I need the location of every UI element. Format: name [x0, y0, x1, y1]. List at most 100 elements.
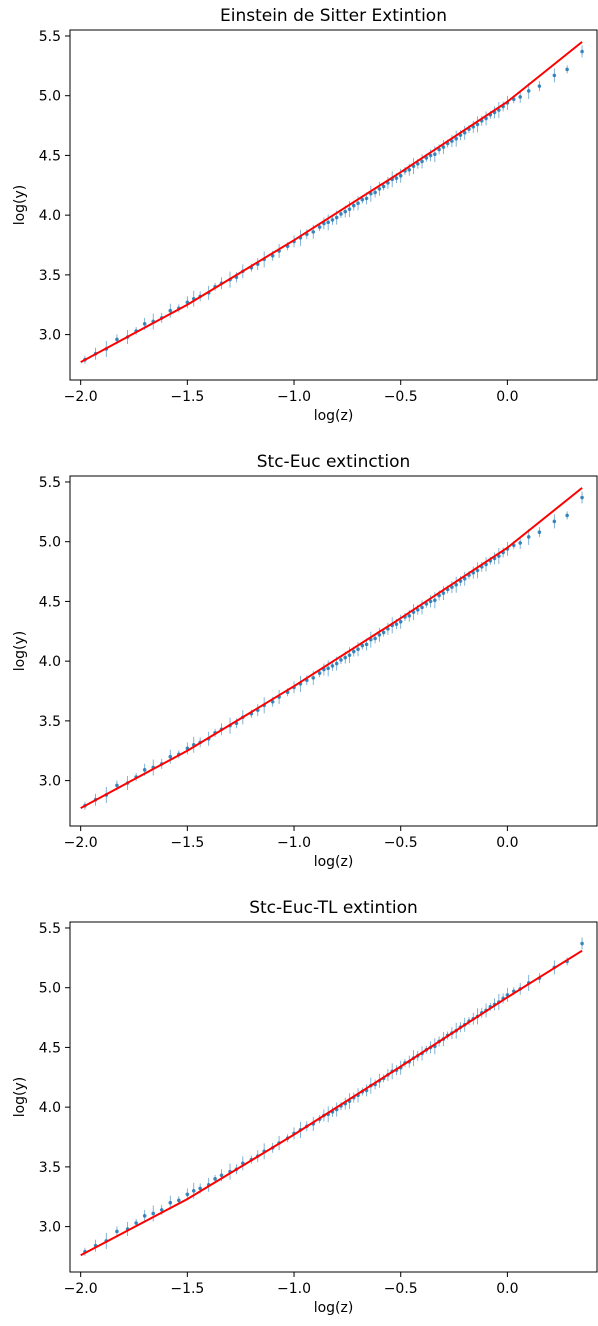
data-point	[526, 89, 531, 93]
data-point	[360, 643, 365, 648]
data-point	[428, 153, 433, 158]
fit-line	[80, 949, 583, 1257]
data-point	[177, 1198, 181, 1203]
data-point	[364, 642, 369, 647]
plot-frame	[69, 475, 598, 827]
x-tick-label: −2.0	[64, 835, 98, 851]
data-point	[334, 661, 339, 666]
data-point	[537, 84, 542, 88]
data-point	[433, 152, 437, 157]
x-tick-label: −1.5	[170, 389, 204, 405]
data-point	[311, 676, 316, 680]
y-tick-label: 4.5	[39, 148, 61, 164]
data-point	[311, 230, 316, 234]
data-point	[415, 161, 420, 166]
data-point	[347, 207, 352, 211]
x-axis-label: log(z)	[314, 854, 354, 870]
data-point	[317, 225, 322, 229]
data-point	[134, 1221, 138, 1225]
data-point	[356, 201, 360, 206]
data-point	[580, 49, 584, 54]
chart-panel: Stc-Euc-TL extintion −2.0 −1.5 −1.0 −0.5 0.0 3…	[12, 898, 598, 1316]
data-point	[420, 159, 424, 164]
y-tick-label: 3.0	[39, 328, 61, 344]
data-point	[159, 1208, 164, 1212]
data-point	[351, 203, 356, 208]
data-point	[462, 130, 467, 135]
x-tick-label: 0.0	[496, 389, 518, 405]
y-axis-label: log(y)	[12, 1077, 28, 1118]
data-point	[351, 649, 356, 654]
data-point	[185, 1192, 190, 1197]
data-point	[142, 322, 147, 326]
data-point	[364, 196, 369, 201]
data-point	[213, 1177, 217, 1181]
x-tick-label: −0.5	[384, 835, 418, 851]
data-point	[377, 187, 382, 191]
data-point	[454, 582, 458, 587]
y-tick-label: 4.5	[39, 1040, 61, 1056]
data-point	[339, 212, 343, 216]
fit-line	[80, 41, 583, 363]
data-point	[552, 73, 557, 78]
data-point	[219, 1173, 224, 1178]
data-point	[450, 585, 454, 589]
data-point	[450, 139, 454, 143]
data-point	[398, 619, 403, 624]
chart-title: Einstein de Sitter Extintion	[220, 6, 447, 26]
data-point	[394, 622, 399, 626]
data-point	[398, 173, 403, 178]
data-point	[475, 568, 480, 573]
chart-panel: Einstein de Sitter Extintion −2.0 −1.5 −1.0…	[12, 6, 598, 424]
x-tick-label: −1.0	[277, 835, 311, 851]
y-tick-label: 3.5	[39, 268, 61, 284]
data-point	[270, 253, 275, 258]
data-point	[356, 647, 360, 652]
x-tick-label: −1.0	[277, 389, 311, 405]
fit-line	[80, 487, 583, 809]
data-point	[454, 136, 458, 141]
data-point	[565, 513, 569, 518]
data-point	[168, 308, 173, 313]
chart-panel: Stc-Euc extinction −2.0 −1.5 −1.0 −0.5 0.0 3.0…	[12, 452, 598, 870]
data-point	[115, 337, 119, 342]
x-tick-label: 0.0	[496, 835, 518, 851]
plot-frame	[69, 921, 598, 1273]
data-point	[394, 176, 399, 180]
data-point	[343, 655, 348, 660]
data-point	[151, 1211, 156, 1216]
data-point	[330, 664, 335, 668]
y-tick-label: 5.0	[39, 981, 61, 997]
data-point	[326, 666, 330, 671]
data-point	[191, 1188, 196, 1193]
data-point	[115, 1229, 119, 1234]
y-tick-label: 4.0	[39, 208, 61, 224]
data-point	[441, 591, 446, 595]
x-tick-label: −0.5	[384, 1281, 418, 1297]
data-point	[441, 145, 446, 149]
data-point	[360, 197, 365, 202]
data-point	[428, 599, 433, 604]
data-point	[377, 633, 382, 637]
chart-title: Stc-Euc-TL extintion	[249, 898, 418, 918]
y-tick-label: 5.5	[39, 475, 61, 491]
y-tick-label: 3.0	[39, 1220, 61, 1236]
x-axis-label: log(z)	[314, 1300, 354, 1316]
data-point	[381, 184, 386, 189]
x-tick-label: −1.5	[170, 1281, 204, 1297]
x-tick-label: −2.0	[64, 389, 98, 405]
data-point	[580, 941, 584, 946]
y-tick-label: 5.5	[39, 921, 61, 937]
data-point	[552, 519, 557, 524]
data-point	[518, 541, 522, 545]
y-tick-label: 3.0	[39, 774, 61, 790]
data-point	[433, 598, 437, 603]
data-point	[381, 630, 386, 635]
x-axis-label: log(z)	[314, 408, 354, 424]
data-point	[373, 190, 377, 195]
data-point	[347, 653, 352, 657]
data-point	[565, 67, 569, 72]
x-tick-label: 0.0	[496, 1281, 518, 1297]
y-tick-label: 5.0	[39, 535, 61, 551]
